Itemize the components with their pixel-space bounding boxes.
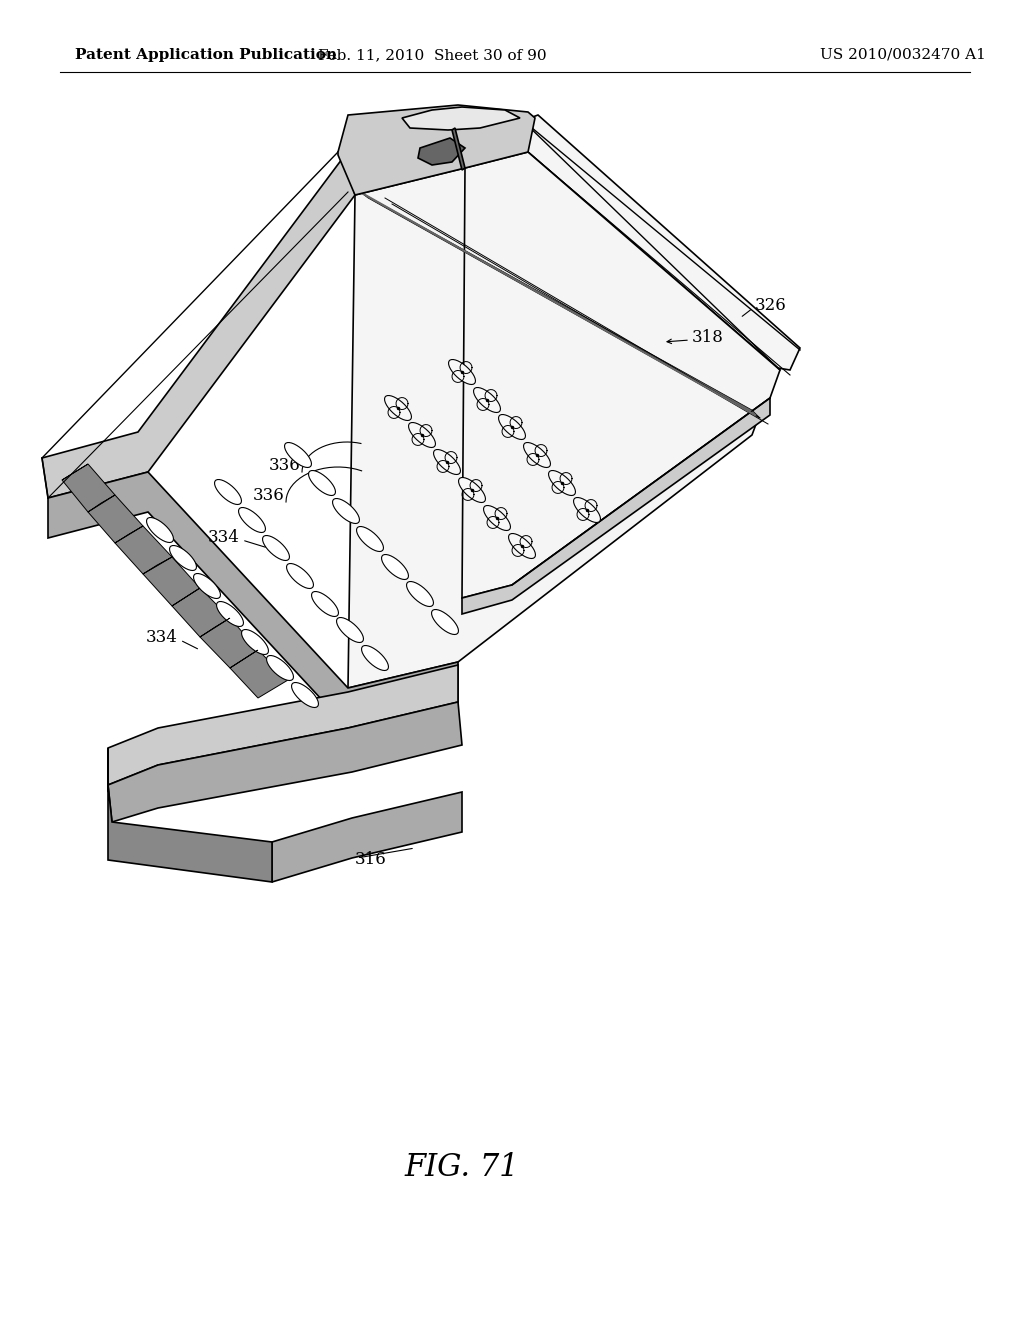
Polygon shape	[360, 191, 760, 418]
Text: 336: 336	[268, 457, 300, 474]
Polygon shape	[509, 533, 536, 558]
Text: Feb. 11, 2010  Sheet 30 of 90: Feb. 11, 2010 Sheet 30 of 90	[317, 48, 547, 62]
Polygon shape	[452, 128, 465, 170]
Polygon shape	[115, 525, 143, 543]
Polygon shape	[433, 450, 461, 474]
Polygon shape	[333, 499, 359, 524]
Text: FIG. 71: FIG. 71	[404, 1152, 519, 1184]
Polygon shape	[431, 610, 459, 635]
Polygon shape	[239, 507, 265, 532]
Polygon shape	[170, 545, 197, 570]
Polygon shape	[115, 525, 172, 574]
Text: 318: 318	[692, 330, 724, 346]
Polygon shape	[285, 442, 311, 467]
Polygon shape	[345, 128, 465, 195]
Text: Patent Application Publication: Patent Application Publication	[75, 48, 337, 62]
Polygon shape	[215, 479, 242, 504]
Polygon shape	[361, 645, 388, 671]
Polygon shape	[146, 517, 173, 543]
Polygon shape	[449, 359, 475, 384]
Polygon shape	[462, 152, 780, 598]
Polygon shape	[337, 618, 364, 643]
Polygon shape	[62, 465, 88, 480]
Polygon shape	[272, 792, 462, 882]
Polygon shape	[108, 665, 458, 785]
Polygon shape	[62, 465, 115, 512]
Polygon shape	[499, 414, 525, 440]
Polygon shape	[48, 473, 458, 729]
Polygon shape	[108, 748, 272, 882]
Polygon shape	[108, 702, 462, 822]
Polygon shape	[483, 506, 510, 531]
Polygon shape	[230, 649, 288, 698]
Polygon shape	[573, 498, 600, 523]
Polygon shape	[311, 591, 339, 616]
Polygon shape	[348, 168, 762, 688]
Polygon shape	[356, 527, 383, 552]
Polygon shape	[407, 582, 433, 606]
Polygon shape	[262, 536, 290, 561]
Polygon shape	[242, 630, 268, 655]
Text: 334: 334	[146, 630, 178, 647]
Text: 336: 336	[253, 487, 285, 503]
Polygon shape	[172, 587, 230, 638]
Text: US 2010/0032470 A1: US 2010/0032470 A1	[820, 48, 986, 62]
Polygon shape	[200, 618, 230, 638]
Polygon shape	[88, 495, 143, 543]
Polygon shape	[382, 554, 409, 579]
Polygon shape	[402, 107, 520, 129]
Polygon shape	[287, 564, 313, 589]
Polygon shape	[409, 422, 435, 447]
Polygon shape	[462, 399, 770, 614]
Polygon shape	[459, 478, 485, 503]
Polygon shape	[523, 442, 551, 467]
Polygon shape	[42, 154, 355, 498]
Polygon shape	[528, 115, 800, 370]
Polygon shape	[200, 618, 258, 668]
Polygon shape	[292, 682, 318, 708]
Polygon shape	[549, 470, 575, 495]
Polygon shape	[338, 106, 535, 195]
Polygon shape	[143, 557, 200, 606]
Text: 316: 316	[355, 851, 387, 869]
Polygon shape	[143, 557, 172, 574]
Polygon shape	[230, 649, 258, 668]
Polygon shape	[455, 117, 528, 168]
Text: 330: 330	[490, 123, 525, 141]
Polygon shape	[473, 388, 501, 413]
Polygon shape	[418, 139, 465, 165]
Text: 326: 326	[755, 297, 786, 314]
Polygon shape	[385, 396, 412, 421]
Polygon shape	[194, 573, 220, 598]
Polygon shape	[88, 495, 115, 512]
Polygon shape	[308, 470, 336, 495]
Text: 334: 334	[208, 529, 240, 546]
Polygon shape	[266, 656, 294, 681]
Polygon shape	[172, 587, 200, 606]
Polygon shape	[216, 602, 244, 627]
